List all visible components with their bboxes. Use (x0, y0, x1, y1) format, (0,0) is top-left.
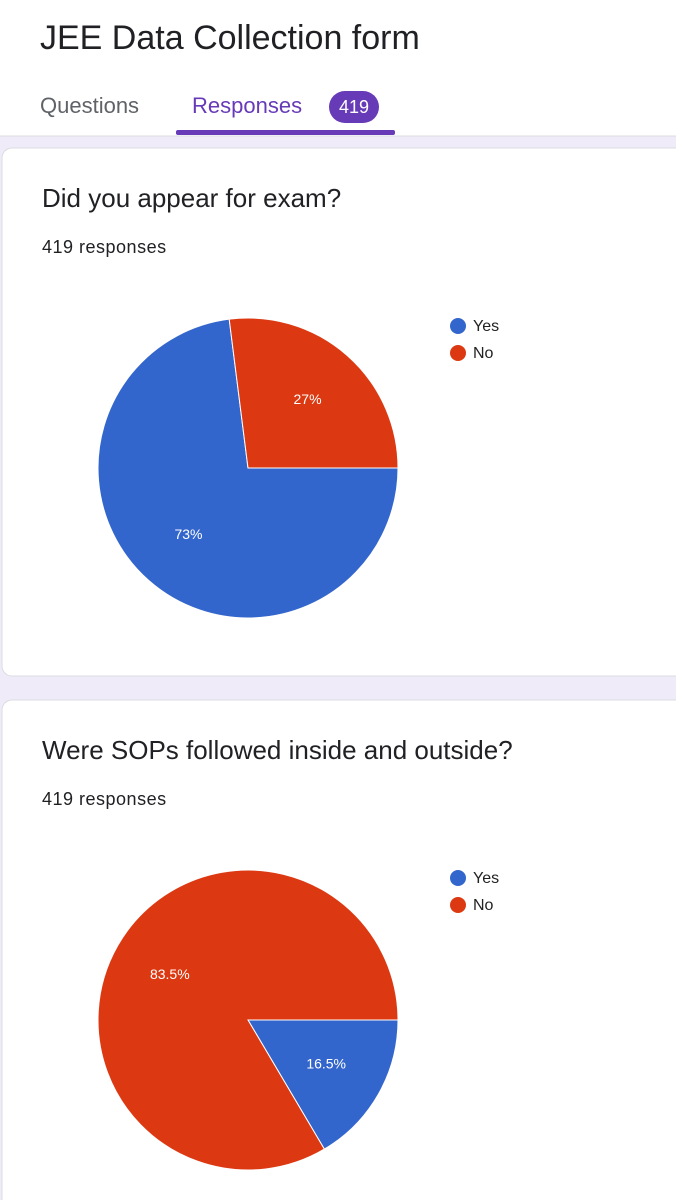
slice-label: 16.5% (306, 1055, 346, 1071)
pie-slice (97, 318, 399, 619)
legend-marker (450, 870, 466, 886)
pie-slice (97, 869, 399, 1171)
legend-marker (450, 897, 466, 913)
slice-label: 27% (294, 391, 322, 407)
question-title: Were SOPs followed inside and outside? (42, 735, 513, 765)
slice-label: 73% (174, 526, 202, 542)
response-count: 419 responses (42, 789, 167, 809)
legend-marker (450, 318, 466, 334)
badge (329, 91, 379, 123)
legend-label: Yes (473, 318, 499, 335)
legend-label: Yes (473, 870, 499, 887)
question-title: Did you appear for exam? (42, 183, 341, 213)
badge-count: 419 (339, 97, 369, 117)
tab-underline (176, 130, 395, 135)
form-title: JEE Data Collection form (40, 19, 420, 57)
slice-label: 83.5% (150, 966, 190, 982)
tab[interactable]: Questions (40, 93, 139, 118)
tab-active[interactable]: Responses (192, 93, 302, 118)
legend-label: No (473, 345, 494, 362)
pie-slice (228, 317, 399, 469)
legend-marker (450, 345, 466, 361)
pie-slice (247, 1019, 399, 1150)
response-count: 419 responses (42, 237, 167, 257)
legend-label: No (473, 897, 494, 914)
